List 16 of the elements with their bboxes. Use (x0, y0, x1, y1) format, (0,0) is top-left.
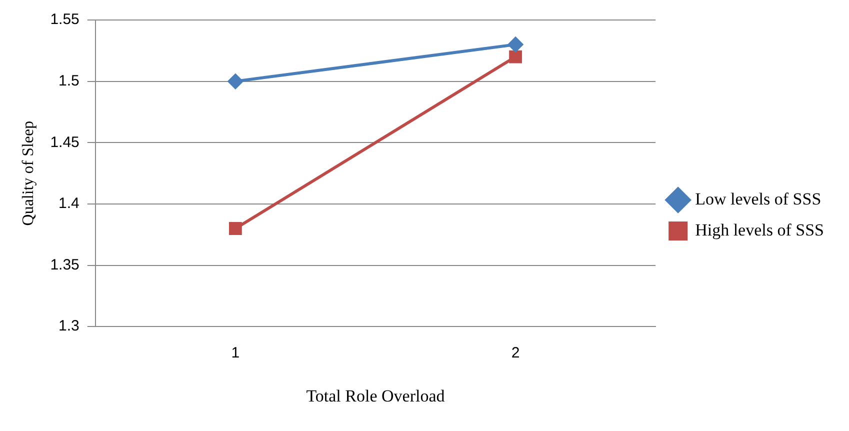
point (509, 50, 522, 64)
y-tick-label: 1.35 (50, 256, 80, 274)
y-tick-label: 1.4 (58, 195, 80, 212)
legend-label: High levels of SSS (695, 220, 824, 240)
legend-label: Low levels of SSS (695, 189, 822, 208)
y-tick-label: 1.45 (50, 134, 80, 151)
x-tick-label: 1 (231, 344, 240, 362)
point (228, 222, 242, 235)
x-axis-title: Total Role Overload (306, 386, 446, 406)
y-tick-label: 1.3 (58, 318, 80, 335)
y-tick-label: 1.5 (58, 72, 80, 90)
x-tick-label: 2 (511, 344, 520, 362)
point (228, 74, 243, 89)
y-axis-title: Quality of Sleep (20, 120, 37, 226)
y-tick-label: 1.55 (50, 11, 80, 28)
point (508, 37, 524, 52)
